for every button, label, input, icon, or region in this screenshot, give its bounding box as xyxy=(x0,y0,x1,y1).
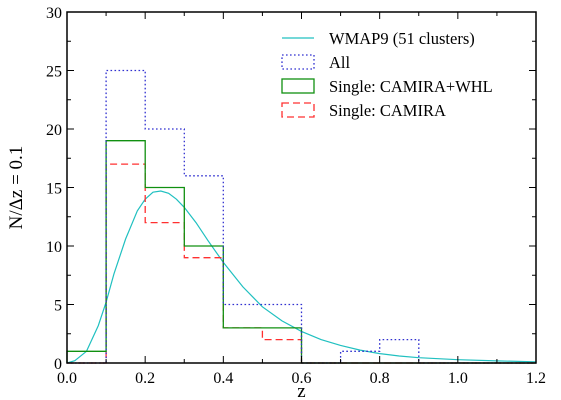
legend-label: WMAP9 (51 clusters) xyxy=(329,29,475,48)
legend: WMAP9 (51 clusters) All Single: CAMIRA+WHL… xyxy=(281,29,493,120)
y-axis-label: N/Δz = 0.1 xyxy=(6,146,27,230)
x-tick-label: 0.8 xyxy=(370,370,390,387)
legend-swatch xyxy=(281,78,315,94)
y-tick-label: 5 xyxy=(54,298,62,315)
x-tick-label: 0.4 xyxy=(213,370,233,387)
x-tick-label: 0.0 xyxy=(57,370,77,387)
legend-swatch xyxy=(281,102,315,118)
ticks-layer: 0.0 0.2 0.4 0.6 0.8 1.0 1.2 0 5 10 15 20 25 30 xyxy=(46,5,546,387)
legend-label: Single: CAMIRA xyxy=(329,101,446,120)
x-tick-label: 1.0 xyxy=(448,370,468,387)
series-curve-wmap9 xyxy=(66,190,537,364)
plot-frame xyxy=(66,11,537,364)
legend-entry: Single: CAMIRA xyxy=(281,101,446,120)
y-tick-label: 20 xyxy=(46,122,62,139)
y-tick-label: 10 xyxy=(46,239,62,256)
x-tick-label: 0.2 xyxy=(135,370,155,387)
legend-entry: Single: CAMIRA+WHL xyxy=(281,77,493,96)
legend-label: All xyxy=(329,53,351,72)
series-step-single-camira-whl xyxy=(66,140,536,364)
y-tick-label: 30 xyxy=(46,5,62,22)
x-tick-label: 0.6 xyxy=(292,370,312,387)
y-tick-label: 15 xyxy=(46,181,62,198)
legend-entry: All xyxy=(281,53,351,72)
x-axis-label: z xyxy=(297,381,305,400)
y-tick-label: 0 xyxy=(54,356,62,373)
legend-label: Single: CAMIRA+WHL xyxy=(329,77,493,96)
legend-entry: WMAP9 (51 clusters) xyxy=(282,29,475,48)
y-tick-label: 25 xyxy=(46,64,62,81)
data-layer xyxy=(66,69,537,364)
x-tick-label: 1.2 xyxy=(526,370,546,387)
legend-swatch xyxy=(281,54,315,70)
series-step-all xyxy=(67,69,536,364)
